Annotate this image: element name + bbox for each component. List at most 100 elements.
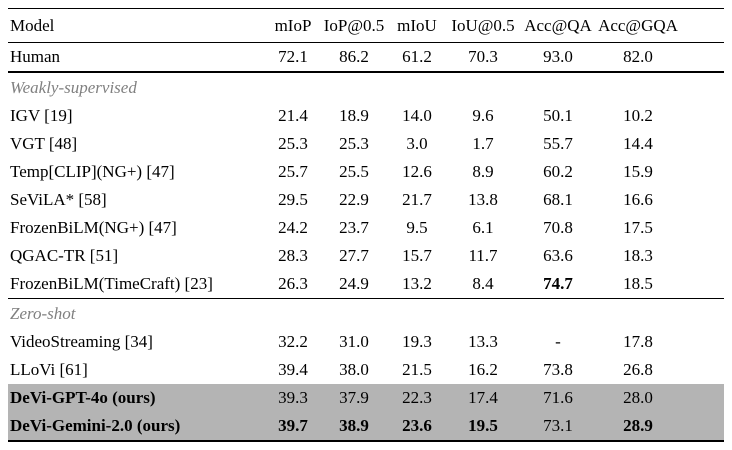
model-name: FrozenBiLM(NG+) [47]: [10, 218, 177, 237]
table-body: Human 72.1 86.2 61.2 70.3 93.0 82.0 Weakly-supe…: [8, 43, 724, 441]
table-row: Human 72.1 86.2 61.2 70.3 93.0 82.0: [8, 43, 724, 72]
metric-value: 93.0: [543, 47, 573, 66]
model-name: Temp[CLIP](NG+) [47]: [10, 162, 175, 181]
table-row: FrozenBiLM(TimeCraft) [23] 26.3 24.9 13.2 8.…: [8, 270, 724, 299]
metric-value: 9.5: [406, 218, 428, 237]
model-name: IGV [19]: [10, 106, 73, 125]
metric-value: 38.9: [339, 416, 369, 435]
metric-value: 86.2: [339, 47, 369, 66]
metric-value: 15.7: [402, 246, 432, 265]
column-header: Acc@QA: [524, 16, 592, 35]
metric-value: 13.3: [468, 332, 498, 351]
metric-value: 13.2: [402, 274, 432, 293]
model-name: FrozenBiLM(TimeCraft) [23]: [10, 274, 213, 293]
metric-value: 19.3: [402, 332, 432, 351]
results-table: Model mIoP IoP@0.5 mIoU IoU@0.5 Acc@QA Acc@GQA…: [8, 8, 724, 442]
table-row: DeVi-GPT-4o (ours) 39.3 37.9 22.3 17.4 71.6 28…: [8, 384, 724, 412]
metric-value: 25.3: [339, 134, 369, 153]
metric-value: 50.1: [543, 106, 573, 125]
metric-value: 31.0: [339, 332, 369, 351]
metric-value: 61.2: [402, 47, 432, 66]
model-name: VGT [48]: [10, 134, 78, 153]
metric-value: 18.5: [623, 274, 653, 293]
table-row: SeViLA* [58] 29.5 22.9 21.7 13.8 68.1 16.6: [8, 186, 724, 214]
metric-value: 60.2: [543, 162, 573, 181]
metric-value: 21.4: [278, 106, 308, 125]
section-row: Weakly-supervised: [8, 72, 724, 102]
metric-value: 55.7: [543, 134, 573, 153]
metric-value: 18.9: [339, 106, 369, 125]
metric-value: 72.1: [278, 47, 308, 66]
model-name: QGAC-TR [51]: [10, 246, 119, 265]
metric-value: 28.9: [623, 416, 653, 435]
metric-value: 70.3: [468, 47, 498, 66]
metric-value: 28.3: [278, 246, 308, 265]
metric-value: 26.3: [278, 274, 308, 293]
metric-value: 17.8: [623, 332, 653, 351]
metric-value: 3.0: [406, 134, 428, 153]
table-row: QGAC-TR [51] 28.3 27.7 15.7 11.7 63.6 18.3: [8, 242, 724, 270]
metric-value: 25.7: [278, 162, 308, 181]
model-name: VideoStreaming [34]: [10, 332, 153, 351]
metric-value: 68.1: [543, 190, 573, 209]
section-label: Weakly-supervised: [10, 78, 137, 97]
metric-value: 21.7: [402, 190, 432, 209]
metric-value: 13.8: [468, 190, 498, 209]
metric-value: 10.2: [623, 106, 653, 125]
table-row: VGT [48] 25.3 25.3 3.0 1.7 55.7 14.4: [8, 130, 724, 158]
metric-value: 24.2: [278, 218, 308, 237]
metric-value: 25.5: [339, 162, 369, 181]
column-header: IoU@0.5: [451, 16, 515, 35]
model-name: SeViLA* [58]: [10, 190, 107, 209]
metric-value: 28.0: [623, 388, 653, 407]
metric-value: 22.9: [339, 190, 369, 209]
metric-value: 1.7: [472, 134, 494, 153]
model-name: DeVi-GPT-4o (ours): [10, 388, 156, 407]
metric-value: 8.4: [472, 274, 494, 293]
metric-value: 12.6: [402, 162, 432, 181]
metric-value: 63.6: [543, 246, 573, 265]
metric-value: 39.4: [278, 360, 308, 379]
column-header: Model: [10, 16, 55, 35]
model-name: Human: [10, 47, 61, 66]
metric-value: 11.7: [468, 246, 498, 265]
header-row: Model mIoP IoP@0.5 mIoU IoU@0.5 Acc@QA Acc@GQA: [8, 8, 724, 43]
metric-value: 38.0: [339, 360, 369, 379]
table-row: VideoStreaming [34] 32.2 31.0 19.3 13.3 - 17.8: [8, 328, 724, 356]
table-row: FrozenBiLM(NG+) [47] 24.2 23.7 9.5 6.1 70.8 17…: [8, 214, 724, 242]
metric-value: 37.9: [339, 388, 369, 407]
table-row: Temp[CLIP](NG+) [47] 25.7 25.5 12.6 8.9 60.2 1…: [8, 158, 724, 186]
column-header: IoP@0.5: [323, 16, 385, 35]
metric-value: 9.6: [472, 106, 494, 125]
section-label: Zero-shot: [10, 304, 76, 323]
metric-value: 71.6: [543, 388, 573, 407]
metric-value: 16.6: [623, 190, 653, 209]
table-header: Model mIoP IoP@0.5 mIoU IoU@0.5 Acc@QA Acc@GQA: [8, 8, 724, 43]
metric-value: 24.9: [339, 274, 369, 293]
metric-value: 16.2: [468, 360, 498, 379]
column-header: Acc@GQA: [598, 16, 678, 35]
metric-value: 23.6: [402, 416, 432, 435]
metric-value: -: [555, 332, 561, 351]
table-row: LLoVi [61] 39.4 38.0 21.5 16.2 73.8 26.8: [8, 356, 724, 384]
metric-value: 70.8: [543, 218, 573, 237]
metric-value: 29.5: [278, 190, 308, 209]
metric-value: 21.5: [402, 360, 432, 379]
metric-value: 39.3: [278, 388, 308, 407]
metric-value: 73.8: [543, 360, 573, 379]
metric-value: 82.0: [623, 47, 653, 66]
table-row: DeVi-Gemini-2.0 (ours) 39.7 38.9 23.6 19.5 73…: [8, 412, 724, 441]
metric-value: 14.4: [623, 134, 653, 153]
metric-value: 39.7: [278, 416, 308, 435]
metric-value: 17.4: [468, 388, 498, 407]
metric-value: 17.5: [623, 218, 653, 237]
metric-value: 18.3: [623, 246, 653, 265]
metric-value: 25.3: [278, 134, 308, 153]
metric-value: 32.2: [278, 332, 308, 351]
metric-value: 6.1: [472, 218, 494, 237]
metric-value: 23.7: [339, 218, 369, 237]
metric-value: 74.7: [543, 274, 573, 293]
metric-value: 19.5: [468, 416, 498, 435]
metric-value: 22.3: [402, 388, 432, 407]
